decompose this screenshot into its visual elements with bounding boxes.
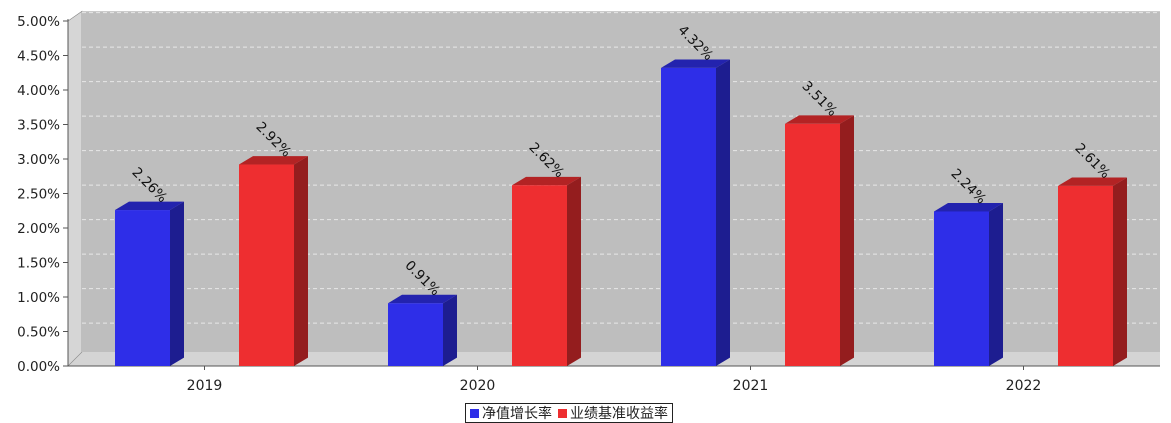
plot-side-wall (67, 10, 83, 367)
bar (388, 294, 457, 366)
bar-side (716, 59, 730, 367)
legend-item-benchmark-return: 业绩基准收益率 (558, 403, 668, 423)
bar-front (239, 164, 294, 366)
bar-side (840, 115, 854, 366)
bar-side (294, 156, 308, 366)
y-tick-label: 4.00% (17, 83, 60, 99)
y-tick-label: 2.50% (17, 187, 60, 203)
y-tick-label: 0.50% (17, 325, 60, 341)
y-tick-label: 4.50% (17, 49, 60, 65)
y-axis: 0.00% 0.50% 1.00% 1.50% 2.00% 2.50% 3.00% 3.50%… (17, 14, 69, 375)
y-tick-label: 5.00% (17, 14, 60, 30)
x-tick-label: 2022 (1006, 378, 1042, 394)
bar (785, 115, 854, 366)
bar-front (934, 211, 989, 366)
legend-label-benchmark-return: 业绩基准收益率 (570, 406, 668, 422)
plot-floor (68, 352, 1160, 366)
bar-top (934, 203, 1003, 212)
bar (512, 176, 581, 366)
x-axis: 2019 2020 2021 2022 (68, 365, 1160, 394)
bar-top (512, 176, 581, 186)
legend-item-net-value-growth: 净值增长率 (470, 403, 552, 423)
bar (239, 156, 308, 366)
bar-front (512, 185, 567, 366)
bar-top (388, 294, 457, 304)
bar-side (567, 176, 581, 366)
x-tick-label: 2019 (187, 378, 223, 394)
legend-swatch-net-value-growth (470, 408, 479, 418)
bars (115, 59, 1127, 367)
bar-top (785, 115, 854, 124)
bar (934, 203, 1003, 366)
bar-front (785, 123, 840, 366)
y-tick-label: 1.00% (17, 290, 60, 306)
y-tick-label: 0.00% (17, 359, 60, 375)
bar-top (239, 156, 308, 165)
bar-front (1058, 185, 1113, 366)
bar-top (661, 59, 730, 68)
y-tick-label: 3.50% (17, 118, 60, 134)
x-tick-label: 2020 (460, 378, 496, 394)
legend-label-net-value-growth: 净值增长率 (482, 406, 552, 422)
bar-side (443, 294, 457, 366)
bar-top (115, 201, 184, 211)
bar-side (1113, 177, 1127, 366)
bar (661, 59, 730, 367)
bar-side (989, 203, 1003, 366)
y-tick-label: 2.00% (17, 221, 60, 237)
legend-swatch-benchmark-return (558, 408, 567, 418)
bar-front (661, 67, 716, 367)
bar (1058, 177, 1127, 366)
y-tick-label: 1.50% (17, 256, 60, 272)
bar (115, 201, 184, 366)
bar-front (388, 303, 443, 366)
bar-side (170, 201, 184, 366)
bar-front (115, 210, 170, 366)
y-tick-label: 3.00% (17, 152, 60, 168)
legend: 净值增长率 业绩基准收益率 (465, 403, 673, 423)
x-tick-label: 2021 (733, 378, 769, 394)
bar-top (1058, 177, 1127, 186)
